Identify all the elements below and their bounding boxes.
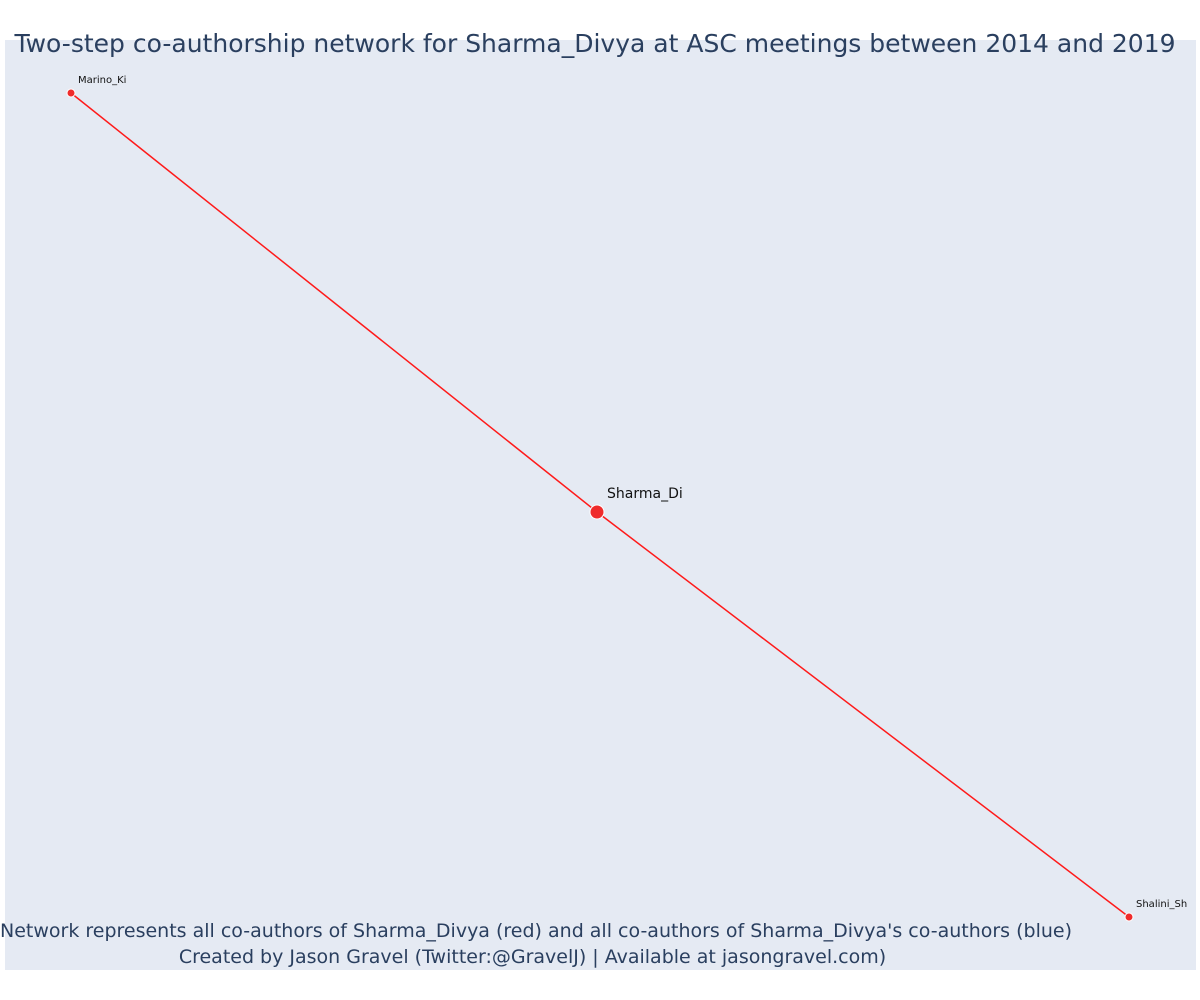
edge-sharma-di-marino-ki — [70, 92, 598, 513]
labels-layer: Sharma_Di Marino_Ki Shalini_Sh — [78, 75, 1187, 910]
nodes-layer — [66, 88, 1134, 922]
chart-title: Two-step co-authorship network for Sharm… — [14, 29, 1176, 58]
node-label-shalini-sh: Shalini_Sh — [1136, 899, 1187, 910]
edge-sharma-di-shalini-sh — [596, 511, 1130, 918]
edges-layer — [70, 92, 1130, 918]
footer-line-description: Network represents all co-authors of Sha… — [0, 920, 1073, 942]
node-label-marino-ki: Marino_Ki — [78, 75, 126, 86]
node-sharma-di[interactable] — [589, 504, 605, 520]
footer-line-credit: Created by Jason Gravel (Twitter:@Gravel… — [178, 946, 887, 968]
plot-area — [5, 40, 1196, 970]
node-shalini-sh[interactable] — [1124, 912, 1134, 922]
footer-note: Network represents all co-authors of Sha… — [0, 918, 1073, 970]
node-label-sharma-di: Sharma_Di — [607, 486, 683, 502]
node-marino-ki[interactable] — [66, 88, 76, 98]
